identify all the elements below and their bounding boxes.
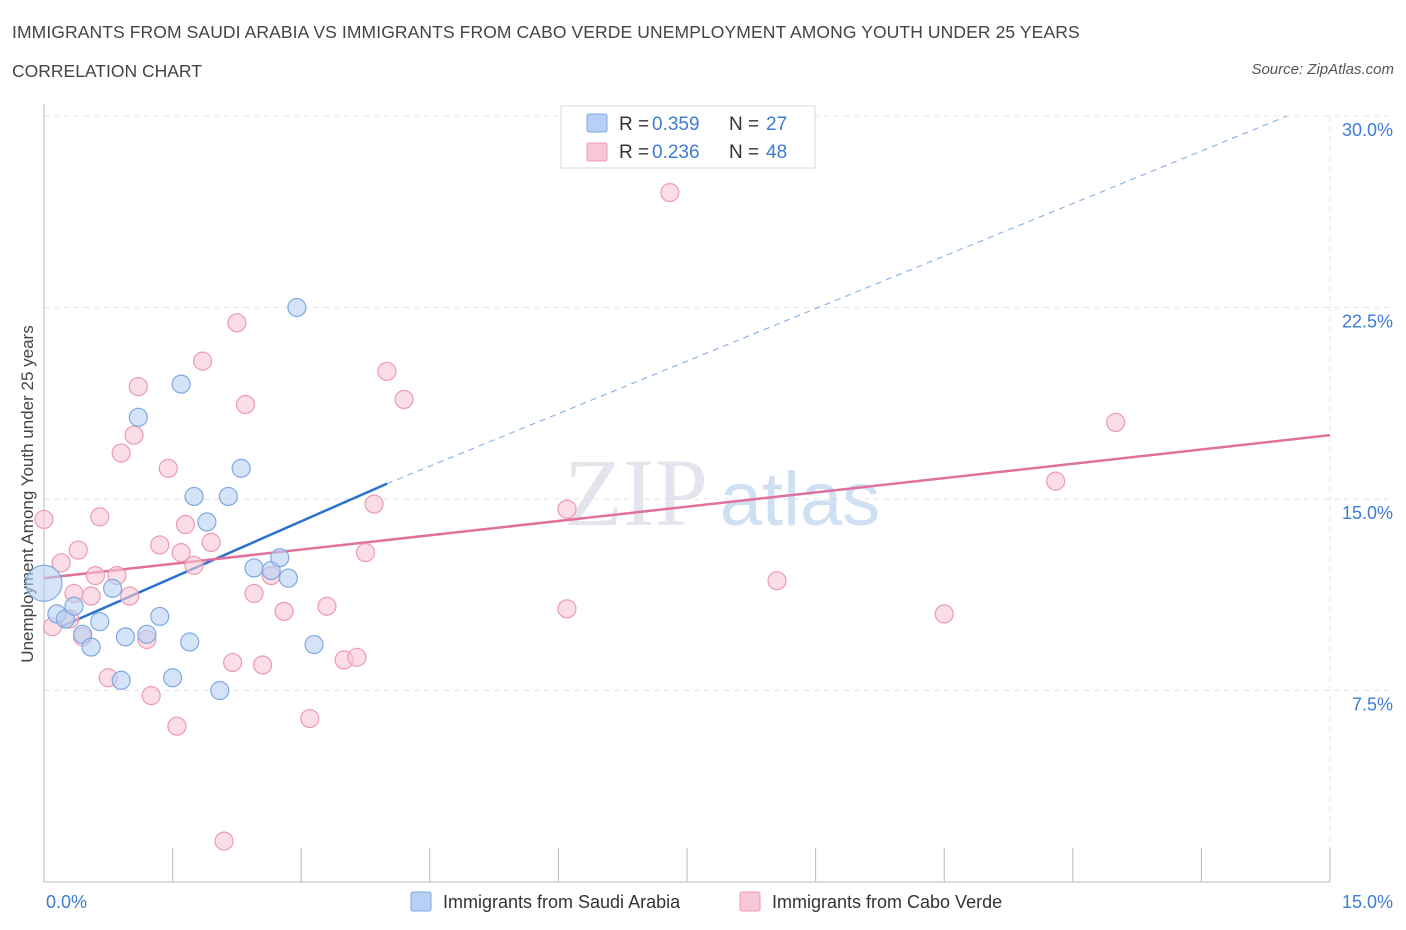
point-saudi-arabia xyxy=(304,634,324,655)
point-cabo-verde xyxy=(68,540,88,560)
point-cabo-verde xyxy=(934,604,954,624)
point-saudi-arabia xyxy=(270,548,290,568)
x-tick-label: 0.0% xyxy=(46,892,87,912)
stats-r-value-cabo: 0.236 xyxy=(652,142,700,163)
point-cabo-verde xyxy=(184,555,204,575)
point-cabo-verde xyxy=(1046,471,1066,491)
point-saudi-arabia xyxy=(180,632,200,652)
point-cabo-verde xyxy=(317,596,337,616)
point-cabo-verde xyxy=(347,647,367,667)
point-saudi-arabia xyxy=(171,374,191,394)
point-saudi-arabia xyxy=(115,627,136,647)
point-cabo-verde xyxy=(124,425,144,445)
point-cabo-verde xyxy=(223,652,243,673)
stats-legend: R = 0.359 N = 27 R = 0.236 N = 48 xyxy=(560,105,816,169)
point-cabo-verde xyxy=(90,507,110,527)
point-saudi-arabia xyxy=(287,297,307,318)
stats-r-label-cabo: R = xyxy=(619,142,649,163)
point-cabo-verde xyxy=(120,586,140,606)
point-cabo-verde xyxy=(767,571,787,591)
point-saudi-arabia xyxy=(150,606,170,627)
watermark-zip: ZIP xyxy=(564,439,708,546)
stats-n-label-saudi: N = xyxy=(729,114,759,135)
legend-swatch-saudi xyxy=(410,891,432,912)
point-cabo-verde xyxy=(150,535,170,555)
point-cabo-verde xyxy=(253,655,273,675)
point-cabo-verde xyxy=(660,183,680,203)
data-points xyxy=(25,183,1126,851)
x-tick-label: 15.0% xyxy=(1342,892,1393,912)
tick-labels: 7.5% 15.0% 22.5% 30.0% 0.0% 15.0% xyxy=(46,120,1393,912)
legend-swatch-cabo xyxy=(739,891,761,912)
point-cabo-verde xyxy=(300,708,320,729)
point-saudi-arabia xyxy=(210,680,230,701)
point-cabo-verde xyxy=(394,389,414,410)
trend-line-saudi-dashed xyxy=(386,115,1288,485)
chart-subtitle: CORRELATION CHART xyxy=(12,61,202,81)
source-label: Source: ZipAtlas.com xyxy=(1251,61,1394,78)
point-cabo-verde xyxy=(355,543,376,563)
point-cabo-verde xyxy=(201,532,221,553)
stats-r-value-saudi: 0.359 xyxy=(652,114,700,135)
point-saudi-arabia xyxy=(25,564,63,602)
trend-line-saudi xyxy=(60,482,388,628)
point-saudi-arabia xyxy=(128,407,148,427)
point-cabo-verde xyxy=(141,686,161,706)
point-cabo-verde xyxy=(557,599,577,619)
stats-n-label-cabo: N = xyxy=(729,142,759,163)
point-saudi-arabia xyxy=(90,611,110,632)
y-tick-label: 15.0% xyxy=(1342,503,1393,523)
y-tick-label: 22.5% xyxy=(1342,312,1393,332)
point-saudi-arabia xyxy=(102,578,123,598)
watermark: ZIP atlas xyxy=(564,439,880,546)
point-saudi-arabia xyxy=(81,637,101,657)
legend-label-cabo: Immigrants from Cabo Verde xyxy=(772,892,1002,912)
point-cabo-verde xyxy=(193,351,213,371)
point-saudi-arabia xyxy=(218,486,238,507)
point-saudi-arabia xyxy=(231,458,251,478)
point-cabo-verde xyxy=(214,831,234,851)
stats-legend-swatch-cabo xyxy=(586,142,608,162)
point-cabo-verde xyxy=(158,458,178,478)
trend-lines xyxy=(43,115,1331,628)
point-saudi-arabia xyxy=(111,670,131,690)
point-cabo-verde xyxy=(364,494,384,514)
point-cabo-verde xyxy=(111,443,131,463)
point-cabo-verde xyxy=(274,601,294,621)
point-cabo-verde xyxy=(34,509,54,530)
point-cabo-verde xyxy=(51,553,71,573)
trend-line-cabo xyxy=(43,433,1331,580)
point-saudi-arabia xyxy=(197,512,217,532)
point-saudi-arabia xyxy=(244,558,264,578)
point-cabo-verde xyxy=(128,377,148,397)
chart-title: IMMIGRANTS FROM SAUDI ARABIA VS IMMIGRAN… xyxy=(12,22,1080,42)
point-cabo-verde xyxy=(557,499,577,519)
point-saudi-arabia xyxy=(64,596,84,616)
point-cabo-verde xyxy=(377,361,397,381)
point-saudi-arabia xyxy=(278,568,298,588)
point-saudi-arabia xyxy=(137,624,157,644)
point-saudi-arabia xyxy=(184,486,204,507)
stats-legend-swatch-saudi xyxy=(586,113,608,133)
stats-r-label-saudi: R = xyxy=(619,114,649,135)
stats-n-value-saudi: 27 xyxy=(766,114,787,135)
stats-n-value-cabo: 48 xyxy=(766,142,787,163)
point-cabo-verde xyxy=(244,583,264,604)
legend-label-saudi: Immigrants from Saudi Arabia xyxy=(443,892,681,912)
point-cabo-verde xyxy=(85,565,106,586)
series-legend: Immigrants from Saudi Arabia Immigrants … xyxy=(410,891,1002,912)
grid-lines xyxy=(44,115,1395,882)
point-cabo-verde xyxy=(167,716,187,736)
y-tick-label: 30.0% xyxy=(1342,120,1393,140)
y-tick-label: 7.5% xyxy=(1352,695,1393,715)
point-cabo-verde xyxy=(81,586,101,606)
point-cabo-verde xyxy=(175,514,196,535)
point-saudi-arabia xyxy=(163,668,183,688)
point-cabo-verde xyxy=(1106,412,1126,432)
point-cabo-verde xyxy=(171,543,191,563)
axes xyxy=(43,104,1331,883)
point-cabo-verde xyxy=(235,394,256,415)
point-cabo-verde xyxy=(227,313,247,333)
